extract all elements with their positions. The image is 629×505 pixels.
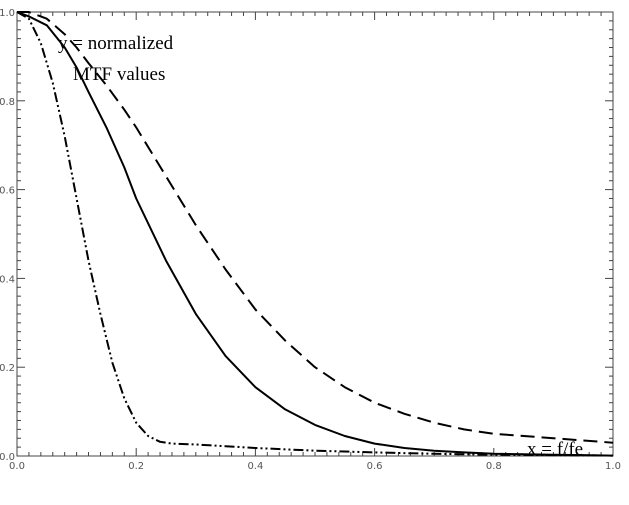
annotation-y-line1: y = normalized — [58, 33, 174, 54]
x-tick-label: 0.8 — [486, 461, 502, 472]
annotation-x-label: x = f/fe — [527, 439, 583, 460]
series-line-dashed — [17, 11, 614, 444]
series-line-solid — [16, 11, 614, 457]
series-line-dash-dot-dot — [16, 11, 614, 457]
y-tick-label: 0.6 — [0, 186, 15, 197]
x-tick-label: 0.4 — [247, 461, 263, 472]
y-tick-label: 0.8 — [0, 97, 15, 108]
y-tick-label: 0.4 — [0, 274, 15, 285]
x-tick-label: 1.0 — [605, 461, 621, 472]
y-tick-label: 0.2 — [0, 363, 15, 374]
annotation-y-line2: MTF values — [73, 64, 165, 85]
plot-frame — [16, 11, 614, 457]
y-tick-label: 0.0 — [0, 452, 15, 463]
y-tick-label: 1.0 — [0, 8, 15, 19]
x-tick-label: 0.0 — [9, 461, 25, 472]
x-tick-label: 0.6 — [367, 461, 383, 472]
x-tick-label: 0.2 — [128, 461, 144, 472]
